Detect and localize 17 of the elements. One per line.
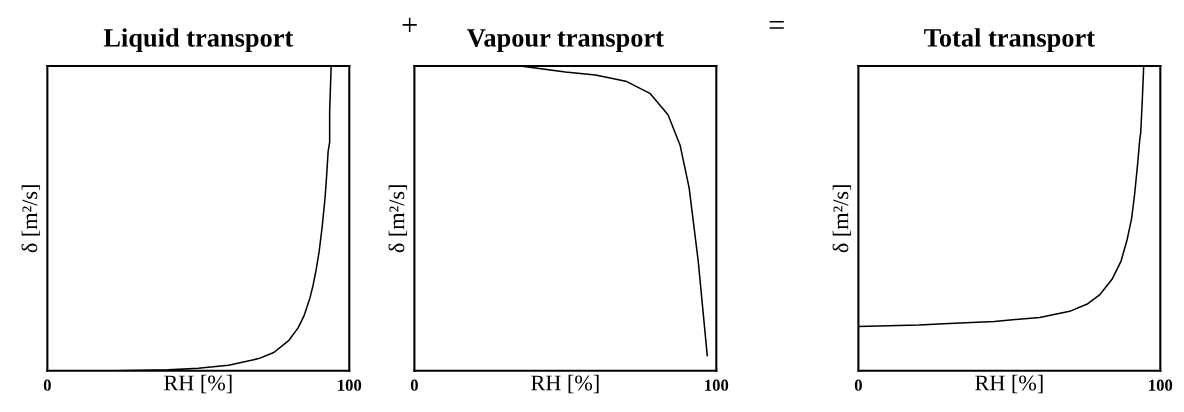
x-tick-label: 100 [705, 379, 729, 391]
x-axis-title: RH [%] [975, 374, 1043, 394]
x-tick-label: 0 [410, 379, 418, 391]
y-axis-title: δ [m²/s] [388, 185, 408, 253]
chart-title: Vapour transport [467, 29, 664, 53]
x-tick-label: 0 [854, 379, 862, 391]
x-tick-label: 100 [338, 379, 362, 391]
y-axis-title: δ [m²/s] [832, 185, 852, 253]
chart-title: Total transport [924, 28, 1095, 53]
text: = [769, 21, 784, 29]
x-axis-title: RH [%] [164, 374, 232, 394]
x-axis-title: RH [%] [531, 374, 599, 394]
x-tick-label: 100 [1149, 379, 1173, 391]
text: + [402, 17, 417, 32]
y-axis-title: δ [m²/s] [21, 185, 41, 253]
x-tick-label: 0 [43, 379, 51, 391]
chart-title: Liquid transport [103, 28, 294, 53]
